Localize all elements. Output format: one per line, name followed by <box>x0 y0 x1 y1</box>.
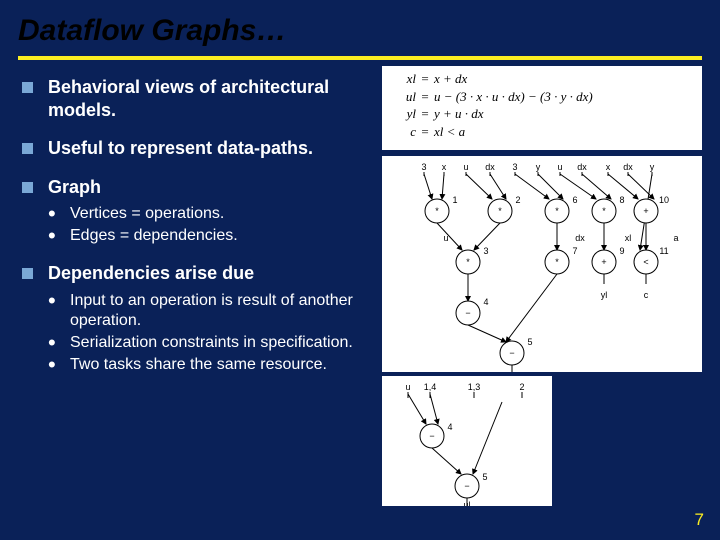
eq-3-rhs: y + u · dx <box>434 105 484 123</box>
svg-text:−: − <box>509 348 514 358</box>
svg-text:4: 4 <box>483 297 488 307</box>
bullet-2: Useful to represent data-paths. <box>22 137 362 160</box>
svg-text:1,3: 1,3 <box>468 382 481 392</box>
eq-2-rhs: u − (3 · x · u · dx) − (3 · y · dx) <box>434 88 593 106</box>
eq-1-lhs: xl <box>390 70 416 88</box>
svg-text:1,4: 1,4 <box>424 382 437 392</box>
bullet-3-sub-2: Edges = dependencies. <box>48 226 362 246</box>
svg-text:10: 10 <box>659 195 669 205</box>
svg-text:*: * <box>435 206 439 216</box>
svg-text:dx: dx <box>623 162 633 172</box>
bullet-4-sub-3: Two tasks share the same resource. <box>48 355 362 375</box>
bullet-4: Dependencies arise due Input to an opera… <box>22 262 362 375</box>
svg-text:3: 3 <box>483 246 488 256</box>
svg-text:8: 8 <box>619 195 624 205</box>
bullet-4-label: Dependencies arise due <box>48 263 254 283</box>
eq-sign: = <box>416 88 434 106</box>
svg-text:dx: dx <box>577 162 587 172</box>
svg-text:7: 7 <box>572 246 577 256</box>
svg-text:*: * <box>555 206 559 216</box>
svg-text:−: − <box>429 431 434 441</box>
bullet-3-sublist: Vertices = operations. Edges = dependenc… <box>48 204 362 246</box>
svg-text:<: < <box>643 257 648 267</box>
svg-text:1: 1 <box>452 195 457 205</box>
svg-text:*: * <box>602 206 606 216</box>
svg-text:2: 2 <box>519 382 524 392</box>
bullet-4-sub-1: Input to an operation is result of anoth… <box>48 291 362 331</box>
eq-sign: = <box>416 105 434 123</box>
eq-4-lhs: c <box>390 123 416 141</box>
svg-text:u: u <box>405 382 410 392</box>
svg-text:+: + <box>643 206 648 216</box>
svg-text:u: u <box>443 233 448 243</box>
eq-row-3: yl = y + u · dx <box>390 105 694 123</box>
eq-2-lhs: ul <box>390 88 416 106</box>
svg-text:3: 3 <box>512 162 517 172</box>
svg-text:6: 6 <box>572 195 577 205</box>
svg-text:u: u <box>557 162 562 172</box>
svg-text:ul: ul <box>463 500 470 506</box>
svg-text:11: 11 <box>659 246 668 256</box>
eq-row-2: ul = u − (3 · x · u · dx) − (3 · y · dx) <box>390 88 694 106</box>
svg-text:*: * <box>498 206 502 216</box>
eq-1-rhs: x + dx <box>434 70 467 88</box>
svg-text:5: 5 <box>482 472 487 482</box>
svg-text:2: 2 <box>515 195 520 205</box>
equations-panel: xl = x + dx ul = u − (3 · x · u · dx) − … <box>382 66 702 150</box>
bullet-4-sub-2: Serialization constraints in specificati… <box>48 333 362 353</box>
bullet-3: Graph Vertices = operations. Edges = dep… <box>22 176 362 247</box>
page-number: 7 <box>695 510 704 530</box>
eq-3-lhs: yl <box>390 105 416 123</box>
eq-4-rhs: xl < a <box>434 123 465 141</box>
small-graph-svg: u 1,4 1,3 2 − 4 − 5 ul <box>382 376 552 506</box>
svg-text:4: 4 <box>447 422 452 432</box>
svg-text:y: y <box>536 162 541 172</box>
eq-sign: = <box>416 70 434 88</box>
svg-text:dx: dx <box>485 162 495 172</box>
svg-text:5: 5 <box>527 337 532 347</box>
eq-row-1: xl = x + dx <box>390 70 694 88</box>
svg-text:x: x <box>606 162 611 172</box>
bullet-list: Behavioral views of architectural models… <box>22 76 362 375</box>
svg-text:dx: dx <box>575 233 585 243</box>
svg-text:*: * <box>466 257 470 267</box>
svg-text:x: x <box>442 162 447 172</box>
dataflow-graph-svg: 3 x u dx 3 y u dx x dx y * 1 * 2 * 6 * 8 +10 * 3 * 7 +9 <11 − 4 − 5 a x… <box>382 156 702 372</box>
svg-text:−: − <box>464 481 469 491</box>
svg-text:xl: xl <box>625 233 632 243</box>
bullet-3-label: Graph <box>48 177 101 197</box>
eq-sign: = <box>416 123 434 141</box>
eq-row-4: c = xl < a <box>390 123 694 141</box>
bullet-3-sub-1: Vertices = operations. <box>48 204 362 224</box>
svg-text:3: 3 <box>421 162 426 172</box>
bullet-4-sublist: Input to an operation is result of anoth… <box>48 291 362 375</box>
svg-text:*: * <box>555 257 559 267</box>
svg-text:yl: yl <box>601 290 608 300</box>
small-graph-panel: u 1,4 1,3 2 − 4 − 5 ul <box>382 376 552 506</box>
svg-text:9: 9 <box>619 246 624 256</box>
dataflow-graph-panel: 3 x u dx 3 y u dx x dx y * 1 * 2 * 6 * 8 +10 * 3 * 7 +9 <11 − 4 − 5 a x… <box>382 156 702 372</box>
slide-title: Dataflow Graphs… <box>0 0 720 54</box>
svg-text:a: a <box>673 233 678 243</box>
svg-text:+: + <box>601 257 606 267</box>
svg-text:−: − <box>465 308 470 318</box>
bullet-1: Behavioral views of architectural models… <box>22 76 362 121</box>
svg-text:u: u <box>463 162 468 172</box>
svg-text:y: y <box>650 162 655 172</box>
svg-text:c: c <box>644 290 649 300</box>
